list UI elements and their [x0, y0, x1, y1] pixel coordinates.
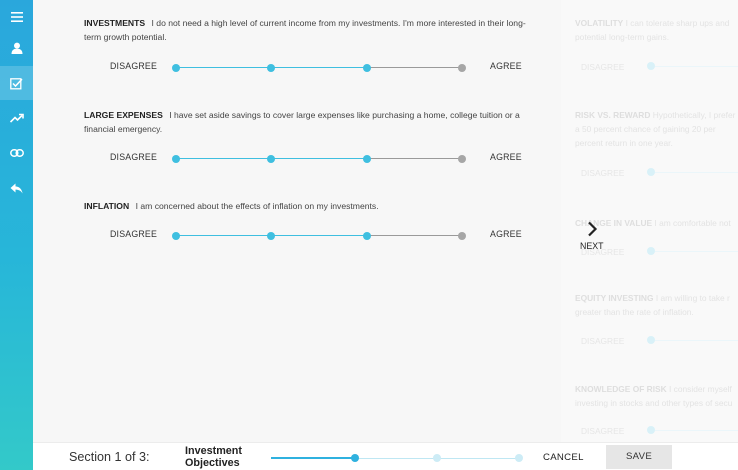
next-page-preview: VOLATILITY I can tolerate sharp ups and p… [561, 0, 738, 442]
disagree-label: DISAGREE [110, 61, 158, 71]
slider-step[interactable] [363, 232, 371, 240]
nav-links[interactable] [0, 136, 33, 170]
disagree-label: DISAGREE [110, 152, 158, 162]
preview-slider-track [655, 66, 738, 67]
disagree-label: DISAGREE [110, 229, 158, 239]
preview-question: VOLATILITY I can tolerate sharp ups and p… [575, 18, 730, 42]
slider-step[interactable] [172, 155, 180, 163]
side-nav [0, 0, 33, 470]
preview-slider-dot [647, 168, 655, 176]
slider-step[interactable] [458, 232, 466, 240]
menu-icon [10, 12, 23, 22]
preview-slider-track [655, 340, 738, 341]
next-label: NEXT [580, 241, 604, 251]
preview-slider-track [655, 251, 738, 252]
agreement-slider[interactable]: DISAGREE AGREE [84, 151, 524, 167]
slider-step[interactable] [267, 155, 275, 163]
preview-disagree-label: DISAGREE [581, 336, 625, 346]
chevron-right-icon [588, 221, 598, 237]
questionnaire-panel [33, 0, 561, 442]
link-icon [9, 149, 24, 157]
question-text: I have set aside savings to cover large … [84, 110, 520, 134]
slider-track[interactable] [172, 64, 466, 72]
slider-step[interactable] [172, 232, 180, 240]
section-title: Investment Objectives [185, 445, 242, 469]
slider-step[interactable] [267, 232, 275, 240]
slider-step[interactable] [458, 64, 466, 72]
preview-question: RISK VS. REWARD Hypothetically, I prefer… [575, 110, 736, 148]
preview-question: CHANGE IN VALUE I am comfortable not [575, 218, 731, 228]
save-button[interactable]: SAVE [606, 445, 672, 469]
user-icon [11, 42, 22, 54]
slider-step[interactable] [363, 155, 371, 163]
section-progress [271, 454, 523, 462]
preview-slider-dot [647, 247, 655, 255]
preview-slider-dot [647, 426, 655, 434]
reply-arrow-icon [10, 183, 23, 193]
menu-button[interactable] [0, 0, 33, 34]
question-inflation: INFLATION I am concerned about the effec… [84, 199, 536, 213]
preview-disagree-label: DISAGREE [581, 247, 625, 257]
preview-question: KNOWLEDGE OF RISK I consider myself inves… [575, 384, 733, 408]
slider-rest [367, 235, 462, 236]
preview-slider-track [655, 430, 738, 431]
question-large-expenses: LARGE EXPENSES I have set aside savings … [84, 108, 536, 136]
slider-rest [367, 67, 462, 68]
nav-performance[interactable] [0, 101, 33, 135]
agree-label: AGREE [490, 229, 522, 239]
next-button[interactable]: NEXT [576, 218, 608, 254]
agreement-slider[interactable]: DISAGREE AGREE [84, 228, 524, 244]
section-indicator: Section 1 of 3: [69, 450, 150, 464]
nav-back[interactable] [0, 171, 33, 205]
preview-slider-dot [647, 62, 655, 70]
progress-step-1 [351, 454, 359, 462]
agree-label: AGREE [490, 61, 522, 71]
preview-disagree-label: DISAGREE [581, 426, 625, 436]
question-key: INVESTMENTS [84, 18, 146, 28]
preview-slider-track [655, 172, 738, 173]
question-investments: INVESTMENTS I do not need a high level o… [84, 16, 536, 44]
checkbox-icon [10, 77, 23, 89]
section-progress-fill [271, 457, 355, 459]
preview-disagree-label: DISAGREE [581, 62, 625, 72]
progress-step-2 [433, 454, 441, 462]
slider-track[interactable] [172, 155, 466, 163]
progress-step-3 [515, 454, 523, 462]
slider-step[interactable] [458, 155, 466, 163]
nav-profile[interactable] [0, 31, 33, 65]
preview-slider-dot [647, 336, 655, 344]
nav-questionnaire[interactable] [0, 66, 33, 100]
slider-step[interactable] [363, 64, 371, 72]
question-key: INFLATION [84, 201, 130, 211]
trend-up-icon [9, 113, 24, 123]
question-key: LARGE EXPENSES [84, 110, 163, 120]
question-text: I do not need a high level of current in… [84, 18, 526, 42]
footer-bar: Section 1 of 3: Investment Objectives CA… [33, 442, 738, 470]
agreement-slider[interactable]: DISAGREE AGREE [84, 60, 524, 76]
preview-disagree-label: DISAGREE [581, 168, 625, 178]
slider-track[interactable] [172, 232, 466, 240]
slider-step[interactable] [172, 64, 180, 72]
slider-step[interactable] [267, 64, 275, 72]
question-text: I am concerned about the effects of infl… [135, 201, 379, 211]
agree-label: AGREE [490, 152, 522, 162]
slider-rest [367, 158, 462, 159]
cancel-button[interactable]: CANCEL [543, 452, 584, 463]
